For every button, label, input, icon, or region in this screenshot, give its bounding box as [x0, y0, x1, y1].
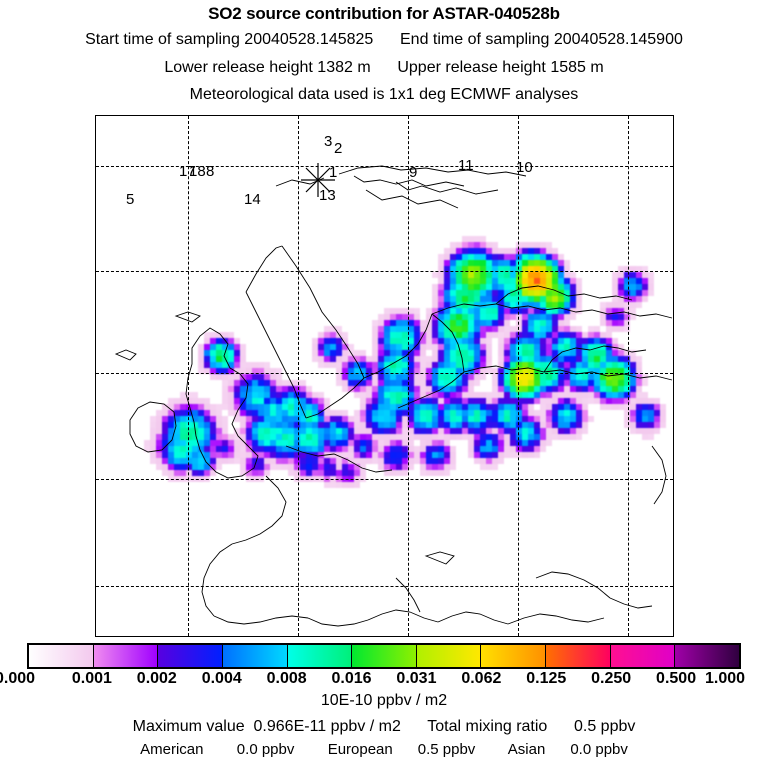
gridline-latitude-4	[96, 586, 673, 587]
colorbar-tick-0.016: 0.016	[331, 670, 372, 687]
colorbar-segment-8	[546, 645, 611, 667]
station-label-10: 10	[516, 159, 533, 176]
colorbar-segment-10	[675, 645, 740, 667]
page-title: SO2 source contribution for ASTAR-040528…	[208, 4, 560, 23]
colorbar-segment-3	[222, 645, 288, 667]
station-label-1: 1	[329, 164, 338, 181]
footer-summary: Maximum value 0.966E-11 ppbv / m2 Total …	[0, 718, 768, 758]
colorbar-tick-0.000: 0.000	[0, 670, 36, 687]
colorbar-tick-0.250: 0.250	[591, 670, 632, 687]
gridline-latitude-2	[96, 373, 673, 374]
map-plot-area[interactable]: 5 17 18 8 14 3 2 1 13 9 11 10	[95, 115, 674, 637]
station-label-17: 17	[179, 163, 196, 180]
colorbar-tick-labels: 0.000 0.001 0.002 0.004 0.008 0.016 0.031 0.062…	[0, 670, 745, 692]
sampling-times-line: Start time of sampling 20040528.145825 E…	[85, 31, 683, 48]
station-markers-layer: 5 17 18 8 14 3 2 1 13 9 11 10	[96, 116, 673, 636]
colorbar-tick-0.125: 0.125	[526, 670, 567, 687]
colorbar-tick-0.500: 0.500	[656, 670, 697, 687]
gridline-longitude-2	[408, 116, 409, 636]
station-label-11: 11	[458, 157, 474, 174]
map-gridlines	[96, 116, 673, 636]
gridline-latitude-3	[96, 479, 673, 480]
colorbar-tick-0.004: 0.004	[201, 670, 242, 687]
station-label-9: 9	[409, 164, 418, 181]
footer-maximum-line: Maximum value 0.966E-11 ppbv / m2 Total …	[132, 718, 636, 735]
colorbar-segment-7	[481, 645, 547, 667]
colorbar-segment-5	[352, 645, 417, 667]
colorbar-segment-2	[158, 645, 223, 667]
gridline-latitude-0	[96, 166, 673, 167]
colorbar-segment-6	[416, 645, 482, 667]
colorbar-segment-1	[93, 645, 159, 667]
colorbar-tick-0.002: 0.002	[136, 670, 177, 687]
station-label-13: 13	[319, 187, 336, 204]
release-heights-line: Lower release height 1382 m Upper releas…	[164, 59, 604, 76]
colorbar-tick-0.008: 0.008	[266, 670, 307, 687]
colorbar: 0.000 0.001 0.002 0.004 0.008 0.016 0.031 0.062…	[0, 643, 745, 692]
release-location-asterisk-icon	[301, 163, 335, 197]
colorbar-unit-label: 10E-10 ppbv / m2	[320, 692, 448, 709]
gridline-longitude-4	[628, 116, 629, 636]
colorbar-tick-0.062: 0.062	[461, 670, 502, 687]
station-label-8: 8	[206, 163, 215, 180]
colorbar-gradient	[27, 643, 741, 669]
gridline-longitude-3	[518, 116, 519, 636]
station-label-2: 2	[334, 140, 343, 157]
footer-regional-line: American 0.0 ppbv European 0.5 ppbv Asia…	[140, 741, 628, 758]
gridline-longitude-1	[298, 116, 299, 636]
colorbar-tick-1.000: 1.000	[705, 670, 746, 687]
colorbar-segment-0	[29, 645, 94, 667]
station-label-5: 5	[126, 191, 135, 208]
station-label-18: 18	[189, 163, 206, 180]
so2-concentration-heatmap	[96, 116, 673, 636]
gridline-latitude-1	[96, 271, 673, 272]
colorbar-segment-9	[610, 645, 676, 667]
colorbar-tick-0.001: 0.001	[71, 670, 112, 687]
gridline-longitude-0	[188, 116, 189, 636]
station-label-3: 3	[324, 133, 333, 150]
colorbar-tick-0.031: 0.031	[396, 670, 437, 687]
station-label-14: 14	[244, 191, 261, 208]
colorbar-segment-4	[287, 645, 353, 667]
meteorology-line: Meteorological data used is 1x1 deg ECMW…	[189, 86, 579, 103]
